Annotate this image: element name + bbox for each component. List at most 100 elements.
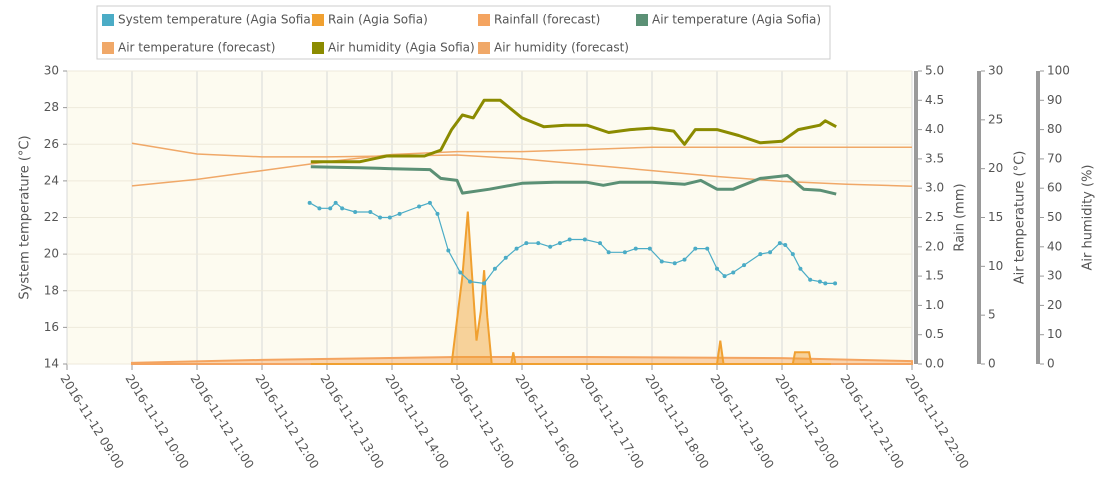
axis-bar xyxy=(914,71,918,364)
y-tick-label: 24 xyxy=(44,173,59,187)
y-tick-label: 80 xyxy=(1047,122,1062,136)
point xyxy=(768,250,773,255)
legend-label[interactable]: System temperature (Agia Sofia) xyxy=(118,13,315,27)
legend-swatch[interactable] xyxy=(636,14,648,26)
point xyxy=(823,281,828,286)
y-tick-label: 22 xyxy=(44,210,59,224)
line xyxy=(310,165,837,196)
x-tick-label: 2016-11-12 12:00 xyxy=(252,372,321,471)
y-tick-label: 2.0 xyxy=(925,239,944,253)
legend-label[interactable]: Air humidity (Agia Sofia) xyxy=(328,41,475,55)
y-tick-label: 20 xyxy=(1047,298,1062,312)
point xyxy=(731,270,736,275)
point xyxy=(633,246,638,251)
point xyxy=(659,259,664,264)
point xyxy=(333,200,338,205)
y-tick-label: 10 xyxy=(988,259,1003,273)
legend-label[interactable]: Rainfall (forecast) xyxy=(494,13,600,27)
y-tick-label: 2.5 xyxy=(925,210,944,224)
x-tick-label: 2016-11-12 19:00 xyxy=(707,372,776,471)
legend-swatch[interactable] xyxy=(312,42,324,54)
legend-label[interactable]: Air temperature (Agia Sofia) xyxy=(652,13,821,27)
legend-label[interactable]: Rain (Agia Sofia) xyxy=(328,13,428,27)
point xyxy=(722,274,727,279)
line xyxy=(131,142,913,187)
point xyxy=(622,250,627,255)
y-tick-label: 14 xyxy=(44,357,59,371)
y-tick-label: 0 xyxy=(1047,357,1055,371)
legend-swatch[interactable] xyxy=(478,42,490,54)
y-axis-title: System temperature (°C) xyxy=(18,135,33,299)
point xyxy=(833,281,838,286)
point xyxy=(693,246,698,251)
y-tick-label: 15 xyxy=(988,210,1003,224)
x-tick-label: 2016-11-12 20:00 xyxy=(772,372,841,471)
y-tick-label: 1.5 xyxy=(925,269,944,283)
y-tick-label: 26 xyxy=(44,137,59,151)
x-tick-label: 2016-11-12 09:00 xyxy=(57,372,126,471)
point xyxy=(798,266,803,271)
y-tick-label: 4.0 xyxy=(925,122,944,136)
legend-label[interactable]: Air humidity (forecast) xyxy=(494,41,629,55)
point xyxy=(557,241,562,246)
point xyxy=(705,246,710,251)
y-tick-label: 3.5 xyxy=(925,151,944,165)
point xyxy=(783,242,788,247)
legend-swatch[interactable] xyxy=(312,14,324,26)
y-tick-label: 3.0 xyxy=(925,181,944,195)
point xyxy=(427,200,432,205)
y-tick-label: 25 xyxy=(988,112,1003,126)
x-tick-label: 2016-11-12 21:00 xyxy=(837,372,906,471)
point xyxy=(353,210,358,215)
axis-bar xyxy=(977,71,981,364)
point xyxy=(598,241,602,246)
axis-bar xyxy=(1036,71,1040,364)
y-axis-title: Air humidity (%) xyxy=(1081,164,1096,270)
y-tick-label: 5 xyxy=(988,308,996,322)
y-tick-label: 50 xyxy=(1047,210,1062,224)
line xyxy=(131,146,912,187)
point xyxy=(567,237,572,242)
y-tick-label: 4.5 xyxy=(925,93,944,107)
point xyxy=(482,281,487,286)
legend-label[interactable]: Air temperature (forecast) xyxy=(118,41,275,55)
point xyxy=(817,279,822,284)
point xyxy=(548,244,553,249)
legend-swatch[interactable] xyxy=(102,42,114,54)
x-tick-label: 2016-11-12 16:00 xyxy=(512,372,581,471)
x-tick-label: 2016-11-12 15:00 xyxy=(447,372,516,471)
point xyxy=(672,261,677,266)
x-tick-label: 2016-11-12 10:00 xyxy=(122,372,191,471)
legend-swatch[interactable] xyxy=(478,14,490,26)
point xyxy=(368,210,373,215)
point xyxy=(514,246,519,251)
x-tick-label: 2016-11-12 22:00 xyxy=(902,372,971,471)
point xyxy=(742,263,747,268)
point xyxy=(307,200,312,205)
area xyxy=(310,211,831,365)
x-tick-label: 2016-11-12 18:00 xyxy=(642,372,711,471)
y-tick-label: 28 xyxy=(44,100,59,114)
point xyxy=(328,206,333,211)
point xyxy=(446,248,451,253)
y-tick-label: 30 xyxy=(988,64,1003,78)
legend-box xyxy=(96,5,831,60)
point xyxy=(503,255,508,260)
y-tick-label: 0.0 xyxy=(925,357,944,371)
y-axis-title: Air temperature (°C) xyxy=(1013,151,1028,285)
point xyxy=(435,211,440,216)
legend-swatch[interactable] xyxy=(102,14,114,26)
y-axis-title: Rain (mm) xyxy=(953,183,968,251)
y-tick-label: 16 xyxy=(44,320,59,334)
y-tick-label: 60 xyxy=(1047,181,1062,195)
y-tick-label: 0.5 xyxy=(925,327,944,341)
y-tick-label: 100 xyxy=(1047,64,1070,78)
y-tick-label: 90 xyxy=(1047,93,1062,107)
y-tick-label: 10 xyxy=(1047,327,1062,341)
y-tick-label: 40 xyxy=(1047,239,1062,253)
point xyxy=(790,252,795,257)
y-tick-label: 70 xyxy=(1047,151,1062,165)
line xyxy=(310,98,837,164)
point xyxy=(715,266,719,271)
